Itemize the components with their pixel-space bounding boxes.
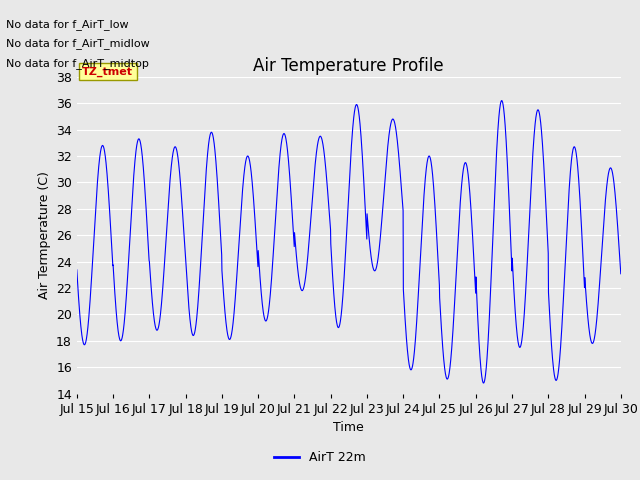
Legend: AirT 22m: AirT 22m [269,446,371,469]
X-axis label: Time: Time [333,421,364,434]
Text: TZ_tmet: TZ_tmet [82,67,133,77]
Text: No data for f_AirT_midtop: No data for f_AirT_midtop [6,58,149,69]
Title: Air Temperature Profile: Air Temperature Profile [253,57,444,75]
Text: No data for f_AirT_low: No data for f_AirT_low [6,19,129,30]
Text: No data for f_AirT_midlow: No data for f_AirT_midlow [6,38,150,49]
Y-axis label: Air Termperature (C): Air Termperature (C) [38,171,51,299]
